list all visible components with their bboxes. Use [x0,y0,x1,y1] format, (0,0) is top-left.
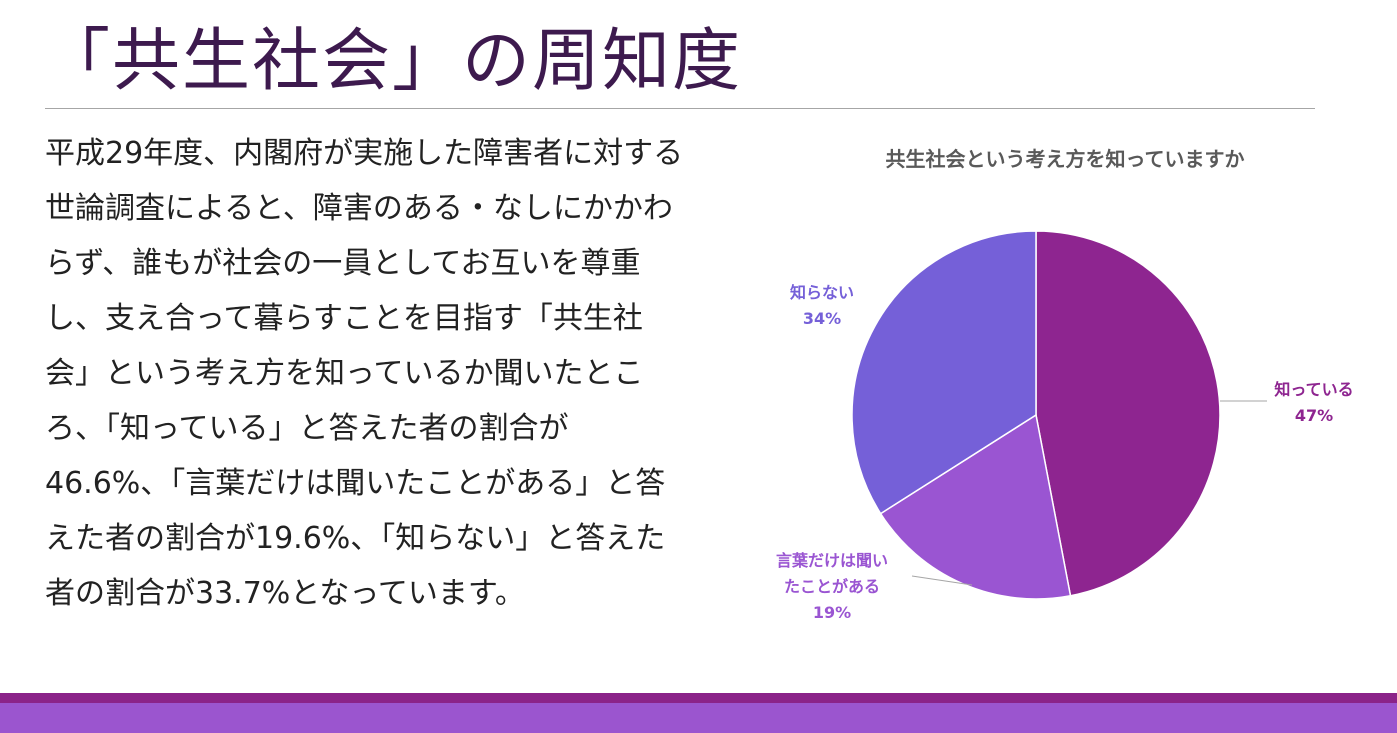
footer-band-dark [0,693,1397,703]
pie-value-label-1: 47% [1295,406,1333,425]
body-paragraph: 平成29年度、内閣府が実施した障害者に対する世論調査によると、障害のある・なしに… [45,136,684,611]
title-divider [45,108,1315,109]
pie-category-label-1: 知っている [1274,380,1353,399]
pie-chart: 知っている 47% 言葉だけは聞いたことがある 19% 知らない 34% [776,230,1354,622]
leader-line-2 [911,575,973,586]
pie-category-label-2: たことがある [784,577,880,596]
pie-value-label-2: 19% [813,603,851,622]
chart-title: 共生社会という考え方を知っていますか [885,147,1245,171]
pie-category-label-2: 言葉だけは聞い [776,551,888,570]
pie-slice-1 [1035,230,1221,597]
footer-band-light [0,703,1397,733]
pie-value-label-3: 34% [803,309,841,328]
pie-slice-3 [851,230,1037,515]
slide-title: 「共生社会」の周知度 [42,22,743,101]
pie-category-label-3: 知らない [790,283,854,302]
